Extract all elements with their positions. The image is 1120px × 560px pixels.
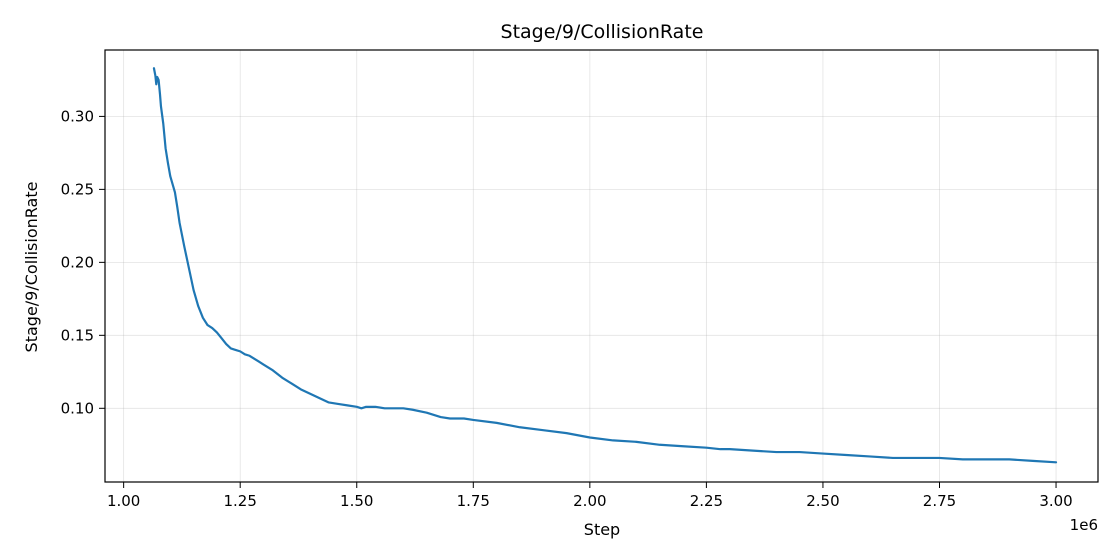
x-tick-label: 1.25	[223, 492, 256, 510]
y-axis-label: Stage/9/CollisionRate	[22, 182, 41, 353]
y-tick-label: 0.15	[61, 326, 94, 344]
x-tick-label: 2.00	[573, 492, 606, 510]
y-tick-label: 0.30	[61, 107, 94, 125]
plot-frame	[104, 49, 1099, 483]
x-tick-label: 2.75	[923, 492, 956, 510]
y-tick-label: 0.20	[61, 253, 94, 271]
x-tick-label: 3.00	[1039, 492, 1072, 510]
y-tick-label: 0.10	[61, 399, 94, 417]
ticks: 1.00 1.25 1.50 1.75 2.00 2.25 2.50 2.75 3.00 0.10…	[61, 107, 1073, 510]
x-axis-label: Step	[584, 520, 620, 539]
x-tick-label: 1.75	[457, 492, 490, 510]
x-axis-offset: 1e6	[1070, 516, 1098, 534]
chart-title: Stage/9/CollisionRate	[501, 21, 704, 43]
x-tick-label: 2.25	[690, 492, 723, 510]
y-tick-label: 0.25	[61, 180, 94, 198]
grid	[105, 50, 1098, 482]
x-tick-label: 2.50	[806, 492, 839, 510]
x-tick-label: 1.50	[340, 492, 373, 510]
x-tick-label: 1.00	[107, 492, 140, 510]
series-line	[152, 67, 1058, 464]
